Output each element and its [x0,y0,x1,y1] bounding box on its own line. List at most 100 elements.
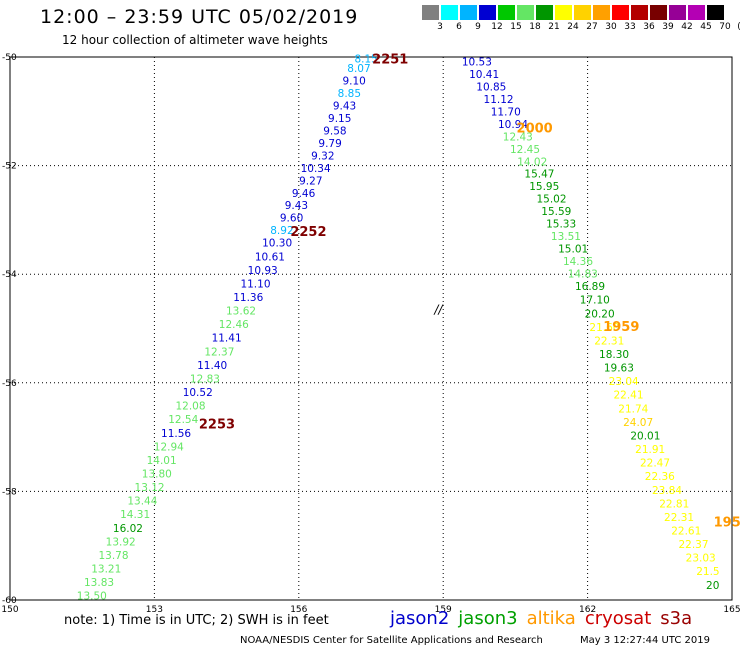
plot-frame [9,56,733,601]
y-tick-label: -52 [2,162,17,172]
y-tick-label: -60 [2,596,17,606]
wave-height-point: 10.53 [462,56,492,68]
scale-swatch [707,5,724,20]
satellite-legend: jason2 jason3 altika cryosat s3a [390,608,701,629]
wave-height-point: 22.31 [664,512,694,524]
scale-swatch [536,5,553,20]
wave-height-point: 12.94 [154,441,184,453]
wave-height-point: 24.07 [623,417,653,429]
wave-height-point: 15.02 [536,194,566,206]
wave-height-point: 8.85 [338,88,361,100]
pass-time-label: 2252 [290,225,326,240]
wave-height-point: 13.51 [551,231,581,243]
scale-label: 18 [529,22,541,32]
wave-height-point: 22.31 [594,335,624,347]
wave-height-point: 9.79 [318,138,341,150]
pass-time-label: 1959 [603,320,639,335]
wave-height-point: 19.63 [604,363,634,375]
wave-height-point: 22.47 [640,458,670,470]
wave-height-point: 9.27 [299,175,322,187]
wave-height-point: 18.30 [599,349,629,361]
wave-height-point: 9.32 [311,150,334,162]
wave-height-point: 12.83 [190,373,220,385]
legend-s3a: s3a [660,608,693,629]
scale-swatch [460,5,477,20]
pass-time-label: 2000 [517,122,553,137]
scale-label: 9 [475,22,481,32]
scale-label: 24 [567,22,579,32]
y-tick-label: -58 [2,487,17,497]
wave-height-point: 15.47 [524,169,554,181]
wave-height-point: 10.34 [301,163,331,175]
wave-height-point: 12.43 [503,131,533,143]
wave-height-point: 9.60 [280,213,303,225]
scale-swatch [441,5,458,20]
wave-height-point: 8.15 [354,54,377,66]
wave-height-point: 10.94 [498,119,528,131]
scale-swatch [555,5,572,20]
wave-height-point: 17.10 [580,295,610,307]
pass-time-label: 2251 [372,53,408,68]
wave-height-point: 13.92 [106,536,136,548]
scale-label: 36 [643,22,655,32]
wave-height-point: 10.61 [255,251,285,263]
scale-label: 70 [719,22,731,32]
scale-swatch [612,5,629,20]
credit-line: NOAA/NESDIS Center for Satellite Applica… [240,635,543,646]
scale-label: 12 [491,22,503,32]
wave-height-point: 10.52 [183,387,213,399]
wave-height-point: 16.89 [575,281,605,293]
wave-height-point: 13.50 [77,591,107,603]
scale-swatch [688,5,705,20]
scale-label: 21 [548,22,560,32]
y-tick-label: -50 [2,53,17,63]
wave-height-point: 21.5 [696,566,719,578]
wave-height-point: 11.41 [212,333,242,345]
wave-height-point: 11.40 [197,360,227,372]
legend-jason3: jason3 [458,608,518,629]
wave-height-point: 15.59 [541,206,571,218]
scale-swatch [574,5,591,20]
chart-title: 12:00 – 23:59 UTC 05/02/2019 [40,6,359,28]
wave-height-point: 23.04 [609,376,639,388]
wave-height-point: 9.46 [292,188,316,200]
wave-height-point: 10.85 [476,81,506,93]
wave-height-point: 14.36 [563,256,593,268]
wave-height-point: 22.37 [678,539,708,551]
wave-height-point: 13.80 [142,468,172,480]
wave-height-point: 9.15 [328,113,351,125]
wave-height-point: 12.54 [168,414,198,426]
wave-height-point: 23.03 [686,553,716,565]
wave-height-point: 15.01 [558,244,588,256]
wave-height-point: 12.37 [204,346,234,358]
wave-height-point: 13.44 [127,496,157,508]
wave-height-point: 20 [706,580,719,592]
legend-cryosat: cryosat [584,608,652,629]
legend-altika: altika [526,608,576,629]
wave-height-point: 22.41 [613,390,643,402]
wave-height-point: 21.74 [618,403,648,415]
x-tick-label: 165 [723,605,740,615]
scale-swatch [593,5,610,20]
wave-height-point: 22.61 [671,525,701,537]
scale-label: 33 [624,22,636,32]
wave-height-point: 9.43 [333,100,356,112]
wave-height-point: 13.83 [84,577,114,589]
wave-height-point: 8.92 [270,225,293,237]
x-tick-label: 156 [290,605,307,615]
scale-swatch [498,5,515,20]
wave-height-point: 15.33 [546,219,576,231]
wave-height-point: 13.62 [226,306,256,318]
pass-time-label: 2253 [199,418,235,433]
wave-height-point: 10.93 [248,265,278,277]
x-tick-label: 162 [579,605,596,615]
wave-height-point: 9.10 [342,75,365,87]
y-tick-label: -54 [2,270,17,280]
scale-label: 45 [700,22,712,32]
wave-height-point: 12.46 [219,319,249,331]
y-tick-label: -56 [2,379,17,389]
stray-mark: // [433,302,444,316]
wave-height-point: 13.78 [98,550,128,562]
